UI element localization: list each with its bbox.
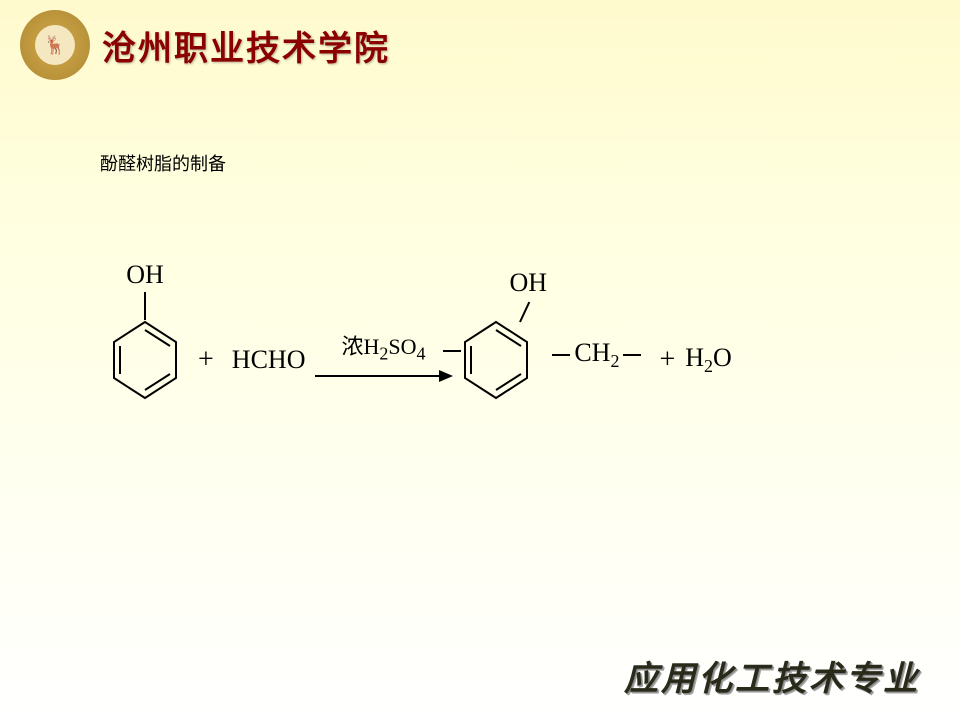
arrow-icon [313,366,453,391]
ch2-group: CH2 [552,338,641,372]
reaction-equation: OH + HCHO 浓H2SO4 OH [110,320,732,400]
footer-major: 应用化工技术专业 [624,651,920,700]
school-logo: 🦌 [20,10,90,80]
cond-sub1: 2 [379,343,388,363]
cond-so: SO [388,334,416,359]
cond-prefix: 浓 [341,334,363,359]
benzene-ring-icon [110,320,180,400]
oh-label: OH [126,260,164,290]
cond-h: H [363,334,379,359]
school-name: 沧州职业技术学院 [102,21,390,70]
h2o-sub: 2 [704,356,713,376]
h2o-h: H [685,343,704,372]
plus-sign-2: + [649,344,685,376]
product-molecule: OH CH2 [461,320,531,400]
phenol-molecule: OH [110,320,180,400]
logo-glyph-icon: 🦌 [35,25,75,65]
slide-heading: 酚醛树脂的制备 [100,150,226,176]
oh-bond-line [144,292,146,320]
bond-left-icon [552,354,570,356]
plus-sign-1: + [188,344,224,376]
product-benzene-ring-icon [461,320,531,400]
bond-right-icon [623,354,641,356]
h2o-formula: H2O [685,343,732,377]
hcho-formula: HCHO [232,345,306,375]
arrow-condition: 浓H2SO4 [313,329,453,364]
h2o-o: O [713,343,732,372]
ch2-text: CH [574,338,610,367]
product-oh-label: OH [509,268,547,298]
ch2-sub: 2 [610,351,619,371]
left-bond-line [443,350,461,352]
cond-sub2: 4 [416,343,425,363]
reaction-arrow: 浓H2SO4 [313,329,453,391]
product-tail: + H2O [649,343,731,377]
header: 🦌 沧州职业技术学院 [0,0,960,90]
